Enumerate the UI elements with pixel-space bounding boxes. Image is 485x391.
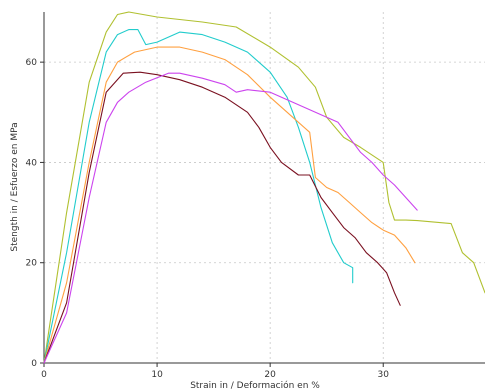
y-tick-label: 0 — [31, 359, 37, 369]
x-tick-label: 0 — [41, 370, 47, 380]
series-line-3 — [43, 46, 416, 364]
ticks: 0 10 20 30 0 20 40 60 — [26, 58, 390, 380]
series-line-1 — [43, 11, 485, 364]
x-tick-label: 30 — [378, 370, 390, 380]
x-tick-label: 20 — [264, 370, 276, 380]
axes — [43, 12, 485, 364]
y-axis-title: Stength in / Esfuerzo en MPa — [10, 122, 20, 251]
y-tick-label: 40 — [26, 158, 38, 168]
x-tick-label: 10 — [151, 370, 163, 380]
y-tick-label: 20 — [26, 259, 38, 269]
grid — [44, 12, 485, 363]
series-line-2 — [43, 29, 354, 364]
series-line-5 — [43, 72, 418, 364]
y-tick-label: 60 — [26, 58, 38, 68]
x-axis-title: Strain in / Deformación en % — [190, 380, 320, 391]
series-group — [43, 11, 485, 364]
series-line-4 — [43, 71, 401, 364]
